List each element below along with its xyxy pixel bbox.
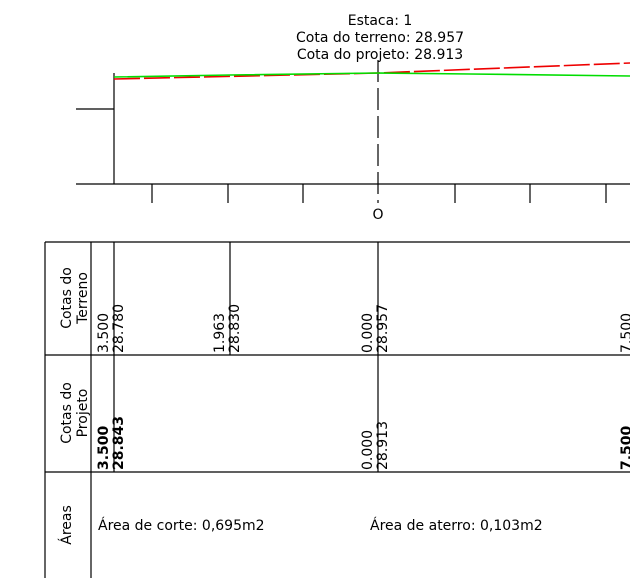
terrain-profile-line	[113, 72, 630, 78]
project-elevation: 28.913	[375, 421, 391, 470]
center-label: O	[372, 207, 383, 223]
table-grid	[44, 241, 630, 578]
project-elevation: 28.843	[111, 416, 127, 470]
areas-row-label: Áreas	[58, 505, 75, 545]
project-offset: 7.500	[619, 425, 630, 470]
baseline-ticks	[151, 184, 607, 203]
project-values: 3.500 28.843 0.000 28.913 7.500	[96, 416, 630, 470]
terrain-elevation: 28.780	[111, 304, 127, 353]
project-profile-line	[113, 62, 630, 80]
project-row-label: Cotas do Projeto	[59, 382, 91, 444]
cota-terreno-label: Cota do terreno: 28.957	[296, 30, 464, 46]
estaca-label: Estaca: 1	[348, 13, 413, 29]
terrain-row-label: Cotas do Terreno	[59, 267, 91, 329]
project-label-line1: Cotas do	[59, 382, 75, 444]
terrain-offset: 3.500	[96, 313, 112, 353]
project-offset: 3.500	[96, 425, 112, 470]
project-label-line2: Projeto	[75, 389, 91, 438]
terrain-offset: 7.500	[619, 313, 630, 353]
project-offset: 0.000	[360, 430, 376, 470]
terrain-label-line1: Cotas do	[59, 267, 75, 329]
terrain-elevation: 28.957	[375, 304, 391, 353]
area-corte: Área de corte: 0,695m2	[98, 517, 265, 534]
terrain-offset: 0.000	[360, 313, 376, 353]
terrain-offset: 1.963	[212, 313, 228, 353]
terrain-label-line2: Terreno	[75, 272, 91, 325]
area-aterro: Área de aterro: 0,103m2	[370, 517, 543, 534]
terrain-elevation: 28.830	[227, 304, 243, 353]
terrain-values: 3.500 28.780 1.963 28.830 0.000 28.957 7…	[96, 304, 630, 353]
cota-projeto-label: Cota do projeto: 28.913	[297, 47, 463, 63]
